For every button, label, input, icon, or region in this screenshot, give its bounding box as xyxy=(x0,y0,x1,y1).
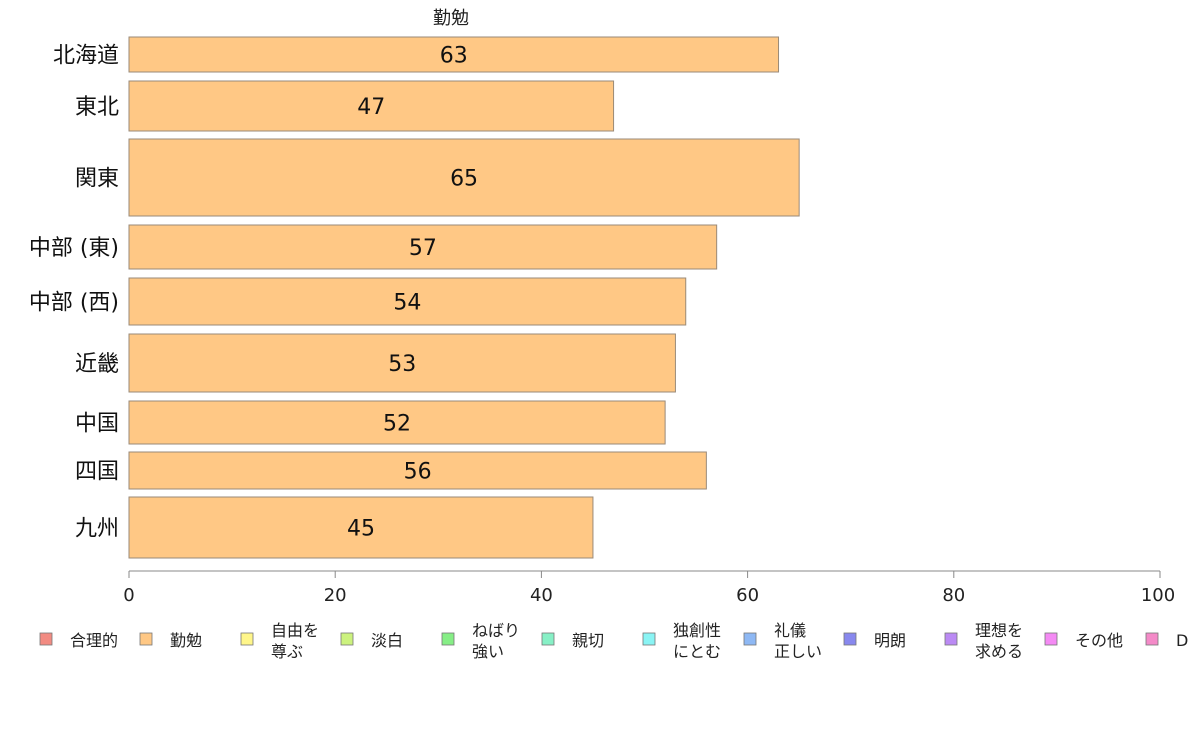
bar xyxy=(128,80,615,132)
x-tick-label: 60 xyxy=(736,585,759,606)
bar-value-label: 47 xyxy=(357,95,385,120)
legend-swatch xyxy=(743,632,757,646)
legend-label: その他 xyxy=(1075,631,1123,650)
legend-swatch xyxy=(1145,632,1159,646)
bar-value-label: 56 xyxy=(404,460,432,485)
x-tick-label: 40 xyxy=(530,585,553,606)
bar xyxy=(128,224,718,270)
legend-label: 合理的 xyxy=(70,631,118,650)
category-label: 中部 (東) xyxy=(29,236,119,261)
legend-label: ねばり強い xyxy=(472,621,520,661)
bar-value-label: 52 xyxy=(383,412,411,437)
x-tick-label: 80 xyxy=(942,585,965,606)
chart-title: 勤勉 xyxy=(433,8,469,29)
legend-label: 親切 xyxy=(572,631,604,650)
category-label: 東北 xyxy=(75,95,119,120)
bar-value-label: 54 xyxy=(393,291,421,316)
legend-swatch xyxy=(642,632,656,646)
x-tick-label: 20 xyxy=(324,585,347,606)
legend-swatch xyxy=(843,632,857,646)
x-axis: 0 20 40 60 80 100 xyxy=(123,570,1175,606)
legend-swatch xyxy=(1044,632,1058,646)
bar xyxy=(128,36,780,73)
legend-label: 理想を求める xyxy=(975,621,1023,661)
bar xyxy=(128,400,666,445)
category-label: 近畿 xyxy=(75,352,119,377)
bar-value-label: 57 xyxy=(409,236,437,261)
legend-label: 礼儀正しい xyxy=(774,621,822,661)
bar-value-label: 53 xyxy=(388,352,416,377)
legend-swatch xyxy=(139,632,153,646)
legend-swatch xyxy=(240,632,254,646)
legend-swatch xyxy=(39,632,53,646)
bar-value-label: 45 xyxy=(347,517,375,542)
category-label: 関東 xyxy=(75,167,119,192)
bars-group: 63 北海道 47 東北 65 関東 57 中部 (東) 54 中部 (西) 53 近畿 52 中国 56 四… xyxy=(29,36,800,559)
category-label: 北海道 xyxy=(53,44,119,69)
legend-label: 明朗 xyxy=(874,631,906,650)
category-label: 中国 xyxy=(75,412,119,437)
legend-swatch xyxy=(944,632,958,646)
bar xyxy=(128,138,800,217)
legend-label: 自由を尊ぶ xyxy=(271,621,319,661)
bar xyxy=(128,451,707,490)
bar xyxy=(128,277,687,326)
bar-value-label: 63 xyxy=(440,44,468,69)
category-label: 四国 xyxy=(75,460,119,485)
category-label: 九州 xyxy=(75,517,119,542)
legend-swatch xyxy=(340,632,354,646)
bar-value-label: 65 xyxy=(450,167,478,192)
legend-swatch xyxy=(541,632,555,646)
legend-label: D xyxy=(1176,631,1188,650)
x-tick-label: 100 xyxy=(1141,585,1175,606)
legend: 合理的 勤勉 自由を尊ぶ 淡白 ねばり強い 親切 独創性にとむ 礼儀正しい 明朗 理想を求める その… xyxy=(39,621,1188,661)
bar xyxy=(128,333,676,393)
bar xyxy=(128,496,594,559)
legend-swatch xyxy=(441,632,455,646)
legend-label: 勤勉 xyxy=(170,631,202,650)
x-tick-label: 0 xyxy=(123,585,134,606)
category-label: 中部 (西) xyxy=(29,291,119,316)
legend-label: 独創性にとむ xyxy=(673,621,721,661)
legend-label: 淡白 xyxy=(371,631,403,650)
